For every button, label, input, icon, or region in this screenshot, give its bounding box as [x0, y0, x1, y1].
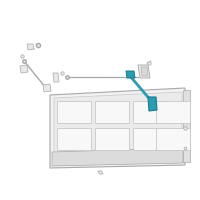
Polygon shape — [54, 92, 182, 165]
Polygon shape — [43, 84, 51, 92]
Polygon shape — [156, 128, 190, 150]
Polygon shape — [50, 88, 185, 168]
Polygon shape — [57, 128, 91, 150]
Polygon shape — [133, 128, 167, 150]
Polygon shape — [52, 148, 183, 166]
Polygon shape — [156, 101, 190, 123]
Polygon shape — [183, 90, 190, 162]
Polygon shape — [95, 101, 129, 123]
Polygon shape — [138, 65, 150, 78]
Polygon shape — [20, 65, 28, 73]
Polygon shape — [95, 128, 129, 150]
Polygon shape — [27, 44, 34, 50]
Polygon shape — [141, 67, 148, 76]
Polygon shape — [126, 71, 135, 78]
Polygon shape — [57, 101, 91, 123]
Polygon shape — [148, 97, 157, 111]
Polygon shape — [53, 73, 59, 82]
Polygon shape — [133, 101, 167, 123]
